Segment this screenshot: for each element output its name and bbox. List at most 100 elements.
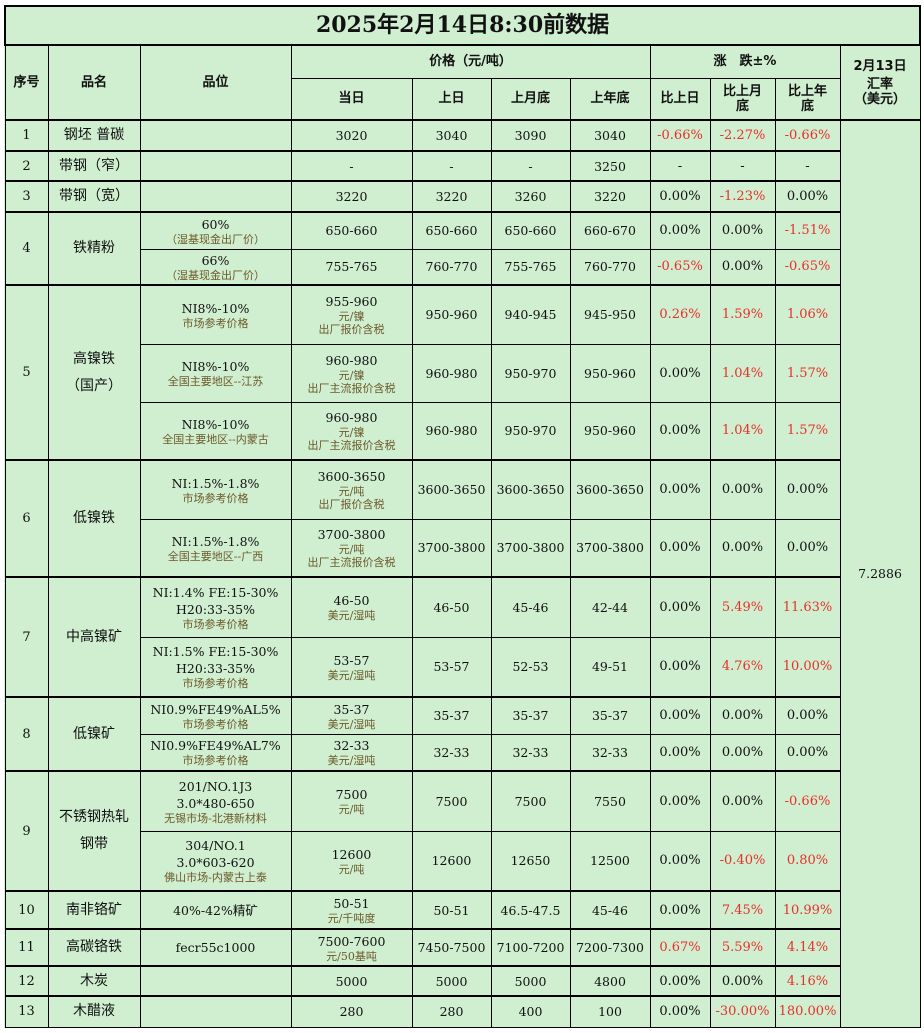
table-row: 3 带钢（宽） 3220 3220 3260 3220 0.00% -1.23% 0.00% (4, 180, 920, 213)
price-prev-day: 12600 (411, 830, 492, 892)
exchange-rate-value: 7.2886 (839, 119, 921, 1028)
header-price-group: 价格（元/吨） (290, 44, 651, 79)
price-today-cell: 3700-3800 元/吨 出厂主流报价含税 (290, 518, 413, 578)
price-prev-day: 35-37 (411, 696, 492, 735)
table-row: NI:1.5%-1.8% 全国主要地区--广西 3700-3800 元/吨 出厂主流报价… (5, 518, 920, 578)
price-today-cell: 46-50 美元/湿吨 (290, 576, 413, 638)
grade-text: fecr55c1000 (175, 940, 256, 955)
price-prev-day: 3220 (411, 180, 492, 213)
change-vs-year-end: -0.66% (774, 770, 841, 832)
price-value: 3700-3800 (317, 527, 386, 543)
change-vs-month-end: 0.00% (709, 965, 776, 997)
change-vs-year-end: 10.00% (774, 636, 841, 698)
price-value: 3020 (335, 128, 368, 143)
product-name-cell: 高镍铁 （国产） (47, 284, 141, 461)
price-month-end: 52-53 (490, 636, 571, 698)
grade-text: NI:1.5%-1.8% (171, 533, 260, 549)
change-vs-year-end: 1.57% (774, 401, 841, 461)
change-vs-year-end: 0.00% (774, 518, 841, 578)
price-year-end: 100 (569, 995, 651, 1028)
price-today-cell: 50-51 元/千吨度 (290, 890, 413, 930)
price-value: 5000 (335, 973, 368, 989)
price-value: 12600 (331, 846, 372, 862)
product-name-line: 南非铬矿 (66, 901, 122, 918)
price-prev-day: 950-960 (411, 284, 492, 345)
change-vs-year-end: 1.57% (774, 343, 841, 403)
grade-text: 40%-42%精矿 (173, 902, 258, 918)
price-today-cell: 7500-7600 元/50基吨 (290, 928, 413, 967)
change-vs-prev-day: 0.00% (649, 890, 711, 930)
change-vs-month-end: 5.59% (709, 928, 776, 967)
change-vs-month-end: 1.59% (709, 284, 776, 345)
price-prev-day: 960-980 (411, 401, 492, 461)
price-year-end: 945-950 (569, 284, 651, 345)
change-vs-month-end: 5.49% (709, 576, 776, 638)
change-vs-prev-day: 0.00% (649, 770, 711, 832)
product-name-line: 木炭 (80, 972, 108, 989)
price-prev-day: 7450-7500 (411, 928, 492, 967)
price-value: 960-980 (325, 410, 378, 426)
grade-text: H20:33-35% (176, 661, 255, 677)
header-prev-day: 上日 (411, 77, 492, 121)
change-vs-month-end: -1.23% (709, 180, 776, 213)
table-row: 5 高镍铁 （国产） NI8%-10% 市场参考价格 955-960 元/镍 出厂报价含税 95… (4, 284, 920, 461)
grade-cell (139, 119, 292, 152)
price-year-end: 49-51 (569, 636, 651, 698)
change-vs-year-end: 0.00% (774, 459, 841, 520)
price-unit: 出厂主流报价含税 (307, 439, 396, 453)
change-vs-prev-day: 0.00% (649, 830, 711, 892)
product-name-line: 钢坯 普碳 (63, 127, 125, 143)
price-month-end: 35-37 (490, 696, 571, 735)
product-name-cell: 低镍矿 (47, 696, 141, 772)
change-vs-month-end: 0.00% (709, 733, 776, 772)
product-name-cell: 钢坯 普碳 (47, 119, 141, 152)
change-vs-month-end: 0.00% (709, 211, 776, 250)
grade-cell: 40%-42%精矿 (139, 890, 292, 930)
price-month-end: 12650 (490, 830, 571, 892)
price-month-end: 755-765 (490, 248, 571, 286)
price-unit: 元/吨 (338, 485, 365, 499)
price-value: 46-50 (333, 593, 370, 609)
change-vs-prev-day: 0.00% (649, 401, 711, 461)
price-unit: 美元/湿吨 (327, 668, 376, 682)
product-name-line: 低镍矿 (73, 725, 115, 742)
grade-text: H20:33-35% (176, 601, 255, 617)
grade-cell: NI8%-10% 市场参考价格 (139, 284, 292, 345)
price-today-cell: 53-57 美元/湿吨 (290, 636, 413, 698)
price-year-end: 7200-7300 (569, 928, 651, 967)
grade-text: NI:1.5% FE:15-30% (152, 644, 279, 660)
price-today-cell: 5000 (290, 965, 413, 997)
grade-note: 佛山市场-内蒙古上泰 (164, 871, 267, 885)
change-vs-prev-day: 0.00% (649, 459, 711, 520)
header-change-group: 涨 跌±% (649, 44, 841, 79)
price-year-end: 3220 (569, 180, 651, 213)
price-prev-day: 650-660 (411, 211, 492, 250)
price-value: - (349, 158, 354, 174)
seq-cell: 10 (4, 890, 49, 930)
grade-note: 市场参考价格 (182, 677, 249, 691)
table-row: NI0.9%FE49%AL7% 市场参考价格 32-33 美元/湿吨 32-33 32-3… (5, 733, 920, 772)
product-name-line: 带钢（窄） (59, 157, 129, 174)
grade-cell: 60% （湿基现金出厂价） (139, 211, 292, 250)
price-today-cell: 960-980 元/镍 出厂主流报价含税 (290, 401, 413, 461)
price-unit: 出厂报价含税 (318, 323, 385, 337)
price-unit: 出厂主流报价含税 (307, 381, 396, 395)
price-year-end: 4800 (569, 965, 651, 997)
grade-cell (139, 150, 292, 182)
seq-cell: 3 (4, 180, 49, 213)
price-value: 35-37 (333, 701, 370, 717)
price-today-cell: 280 (290, 995, 413, 1028)
table-row: 304/NO.1 3.0*603-620 佛山市场-内蒙古上泰 12600 元/吨 126… (5, 830, 920, 892)
price-value: 53-57 (333, 652, 370, 668)
change-vs-prev-day: 0.00% (649, 518, 711, 578)
price-month-end: 650-660 (490, 211, 571, 250)
price-prev-day: 3700-3800 (411, 518, 492, 578)
price-month-end: 32-33 (490, 733, 571, 772)
header-vs-year: 比上年底 (774, 77, 841, 121)
change-vs-prev-day: 0.00% (649, 636, 711, 698)
grade-cell: 201/NO.1J3 3.0*480-650 无锡市场-北港新材料 (139, 770, 292, 832)
price-year-end: 950-960 (569, 401, 651, 461)
header-seq: 序号 (4, 44, 49, 121)
price-month-end: 940-945 (490, 284, 571, 345)
grade-note: （湿基现金出厂价） (166, 268, 265, 282)
